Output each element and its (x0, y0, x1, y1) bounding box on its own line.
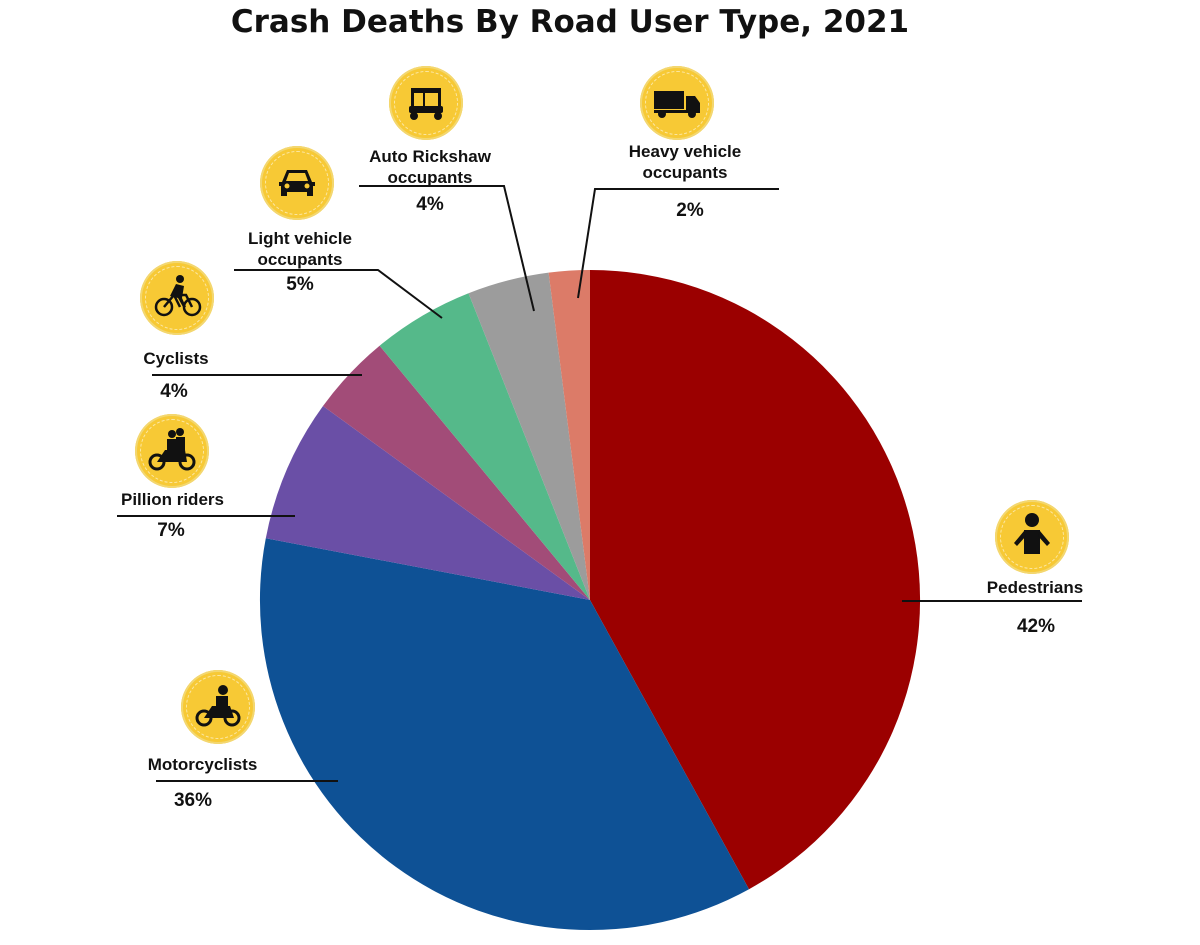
bicycle-icon (140, 261, 214, 335)
slice-pedestrians (590, 269, 921, 890)
truck-icon (640, 66, 714, 140)
slice-pillion-riders (265, 406, 590, 600)
slice-auto-rickshaw (468, 272, 590, 600)
leader-line-light-vehicle (234, 269, 443, 319)
auto-rickshaw-icon (389, 66, 463, 140)
pct-light-vehicle: 5% (286, 274, 314, 295)
slice-heavy-vehicle (548, 270, 590, 600)
pct-heavy-vehicle: 2% (676, 200, 704, 221)
chart-title: Crash Deaths By Road User Type, 2021 (230, 4, 910, 40)
pillion-motorcycle-icon (135, 414, 209, 488)
motorcycle-icon (181, 670, 255, 744)
slice-motorcyclists (259, 538, 749, 931)
pct-auto-rickshaw: 4% (416, 194, 444, 215)
label-auto-rickshaw: Auto Rickshaw occupants (369, 147, 491, 187)
car-icon (260, 146, 334, 220)
leader-line-auto-rickshaw (359, 185, 535, 312)
pct-motorcyclists: 36% (173, 790, 213, 811)
label-motorcyclists: Motorcyclists (147, 755, 258, 774)
label-pillion-riders: Pillion riders (121, 490, 224, 509)
pct-pillion-riders: 7% (157, 520, 185, 541)
label-cyclists: Cyclists (143, 349, 209, 368)
label-light-vehicle: Light vehicle occupants (248, 229, 352, 269)
slice-light-vehicle (379, 293, 590, 600)
pct-cyclists: 4% (160, 381, 188, 402)
pedestrian-icon (995, 500, 1069, 574)
pct-pedestrians: 42% (1016, 616, 1056, 637)
leader-line-heavy-vehicle (577, 188, 779, 299)
label-pedestrians: Pedestrians (986, 578, 1084, 597)
slice-cyclists (323, 345, 590, 600)
label-heavy-vehicle: Heavy vehicle occupants (628, 142, 742, 182)
